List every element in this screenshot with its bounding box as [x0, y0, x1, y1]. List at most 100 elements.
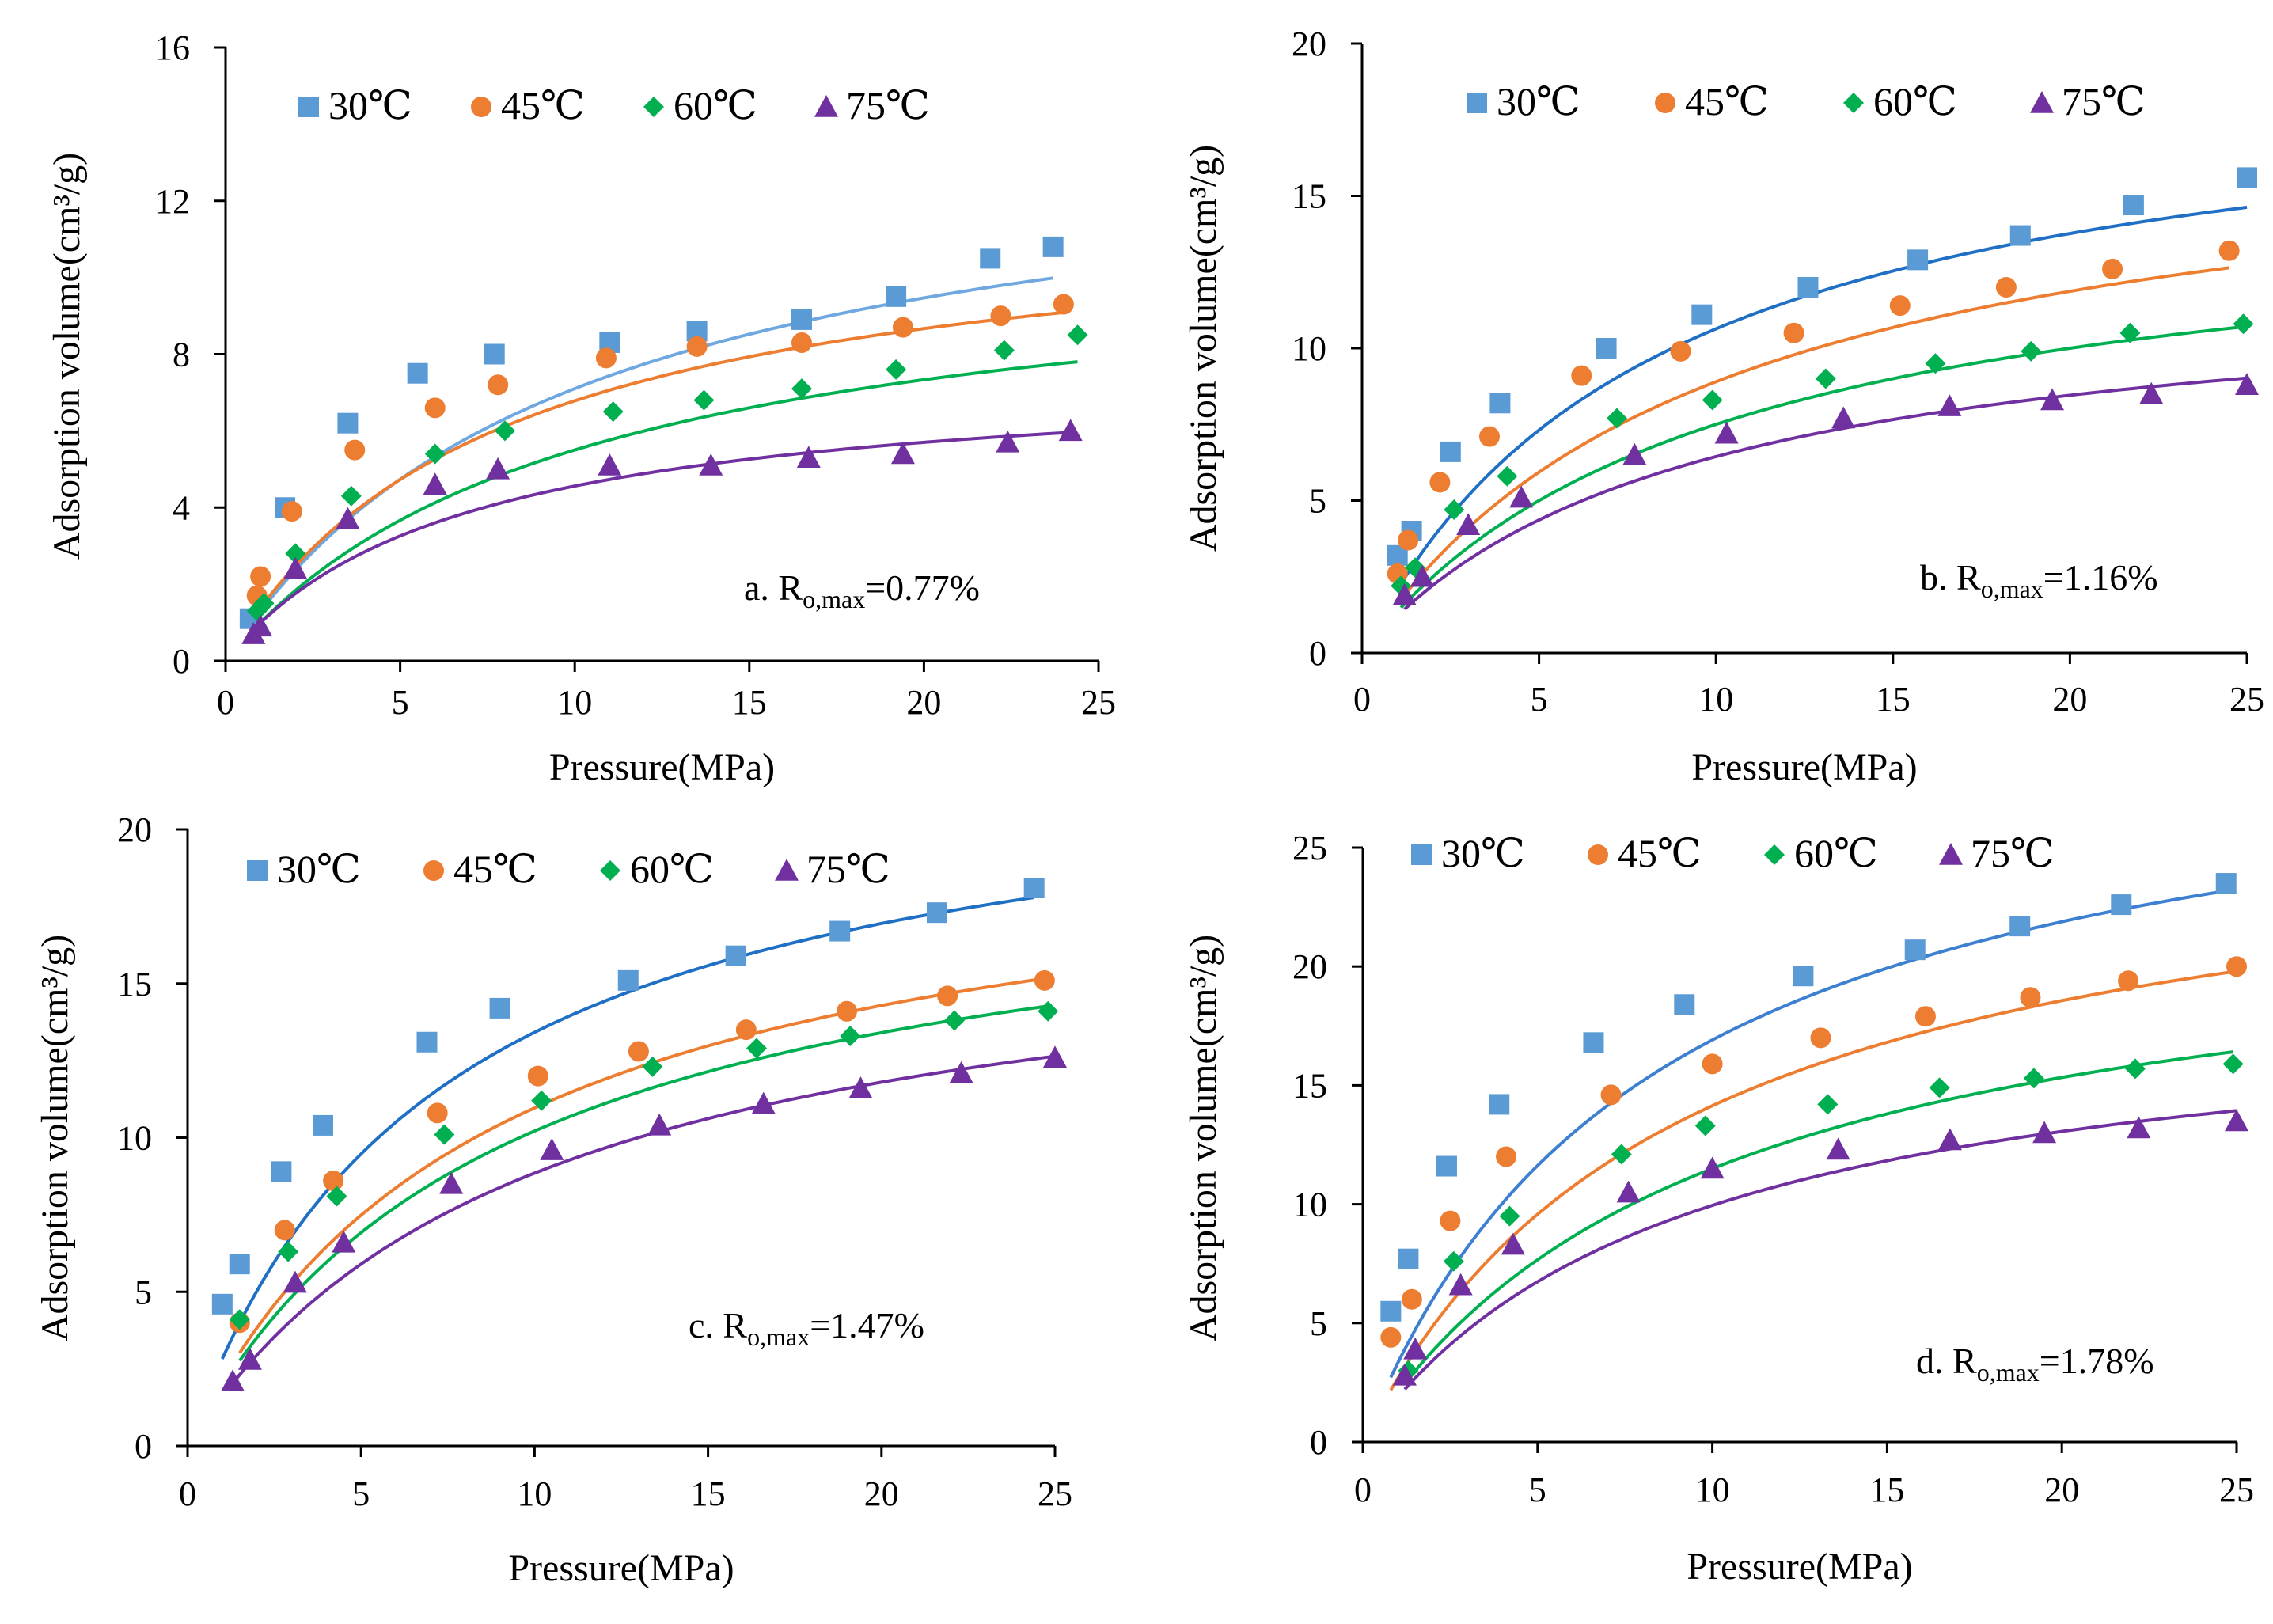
panel-annotation: c. Ro,max=1.47%: [689, 1305, 924, 1351]
y-tick-label: 16: [155, 28, 190, 67]
legend-label: 45℃: [1685, 79, 1769, 123]
x-tick-label: 0: [1354, 1470, 1372, 1509]
data-point: [840, 1025, 861, 1046]
data-point: [996, 430, 1020, 453]
data-point: [229, 1309, 250, 1330]
y-axis-title: Adsorption volume(cm³/g): [46, 153, 88, 560]
data-point: [1440, 441, 1461, 462]
x-tick-label: 25: [1038, 1474, 1072, 1513]
panel-annotation: b. Ro,max=1.16%: [1920, 557, 2158, 603]
data-point: [488, 374, 509, 396]
data-point: [1616, 1180, 1641, 1203]
data-point: [278, 1241, 299, 1262]
data-point: [1826, 1137, 1850, 1160]
data-point: [1444, 499, 1465, 521]
data-point: [1392, 1363, 1417, 1386]
fit-curve: [1399, 325, 2244, 609]
legend-label: 60℃: [1873, 79, 1957, 123]
data-point: [1702, 1053, 1723, 1075]
data-point: [1398, 529, 1419, 551]
y-axis-title: Adsorption volume(cm³/g): [1182, 935, 1224, 1341]
data-point: [1499, 1205, 1520, 1227]
data-point: [1583, 1032, 1604, 1053]
y-tick-label: 15: [1292, 177, 1326, 216]
fit-curve: [1396, 266, 2229, 605]
legend-label: 45℃: [453, 847, 537, 891]
data-point: [725, 945, 746, 966]
data-point: [892, 317, 913, 338]
data-point: [693, 389, 715, 411]
data-point: [1501, 1232, 1525, 1255]
data-point: [484, 343, 505, 365]
data-point: [1783, 322, 1804, 343]
x-tick-label: 0: [217, 683, 234, 722]
data-point: [2226, 956, 2247, 977]
data-point: [1702, 389, 1723, 411]
data-point: [848, 1076, 873, 1098]
data-point: [423, 472, 447, 495]
legend-label: 30℃: [277, 847, 361, 891]
legend-marker: [1411, 844, 1432, 865]
fit-curve: [256, 360, 1078, 628]
data-point: [1907, 249, 1929, 271]
y-tick-label: 8: [173, 336, 190, 374]
data-point: [1925, 353, 1946, 374]
data-point: [1815, 368, 1836, 389]
data-point: [2009, 916, 2031, 937]
data-point: [1937, 1128, 1962, 1151]
panel-annotation: d. Ro,max=1.78%: [1916, 1341, 2154, 1387]
fit-curve: [1389, 889, 2227, 1379]
legend-marker: [600, 860, 620, 881]
legend-label: 45℃: [501, 83, 585, 127]
data-point: [340, 485, 362, 507]
fit-curve: [1403, 1109, 2237, 1391]
data-point: [1043, 1045, 1067, 1068]
data-point: [211, 1293, 233, 1315]
data-point: [1691, 304, 1713, 325]
y-tick-label: 15: [1292, 1066, 1327, 1105]
data-point: [1831, 406, 1856, 429]
data-point: [283, 556, 308, 579]
data-point: [2233, 313, 2254, 335]
data-point: [1380, 1300, 1402, 1322]
y-tick-label: 10: [117, 1119, 152, 1158]
data-point: [1489, 1094, 1510, 1115]
data-point: [1817, 1094, 1839, 1115]
data-point: [1889, 295, 1911, 317]
data-point: [427, 1102, 448, 1124]
data-point: [1995, 277, 2017, 298]
data-point: [249, 614, 273, 637]
legend-label: 75℃: [806, 847, 890, 891]
legend-label: 75℃: [2062, 79, 2146, 123]
data-point: [791, 332, 812, 353]
data-point: [595, 347, 617, 369]
data-point: [1929, 1077, 1950, 1098]
x-axis-title: Pressure(MPa): [549, 746, 775, 788]
legend-marker: [1939, 843, 1963, 865]
x-tick-label: 10: [1698, 680, 1733, 719]
data-point: [791, 309, 812, 330]
data-point: [540, 1138, 564, 1160]
data-point: [337, 412, 359, 434]
x-tick-label: 5: [352, 1474, 370, 1513]
data-point: [489, 997, 510, 1019]
data-point: [1810, 1027, 1831, 1049]
data-point: [1053, 294, 1074, 315]
data-point: [1496, 1146, 1517, 1167]
data-point: [274, 1220, 295, 1241]
y-tick-label: 15: [117, 965, 152, 1004]
data-point: [1670, 340, 1691, 362]
legend-marker: [298, 97, 319, 117]
x-axis-title: Pressure(MPa): [1691, 746, 1917, 788]
fit-curve: [256, 310, 1064, 614]
data-point: [1797, 277, 1819, 298]
x-tick-label: 20: [2052, 680, 2087, 719]
data-point: [424, 443, 446, 465]
data-point: [1478, 426, 1500, 447]
x-tick-label: 20: [2044, 1470, 2079, 1509]
data-point: [285, 543, 306, 564]
x-axis-title: Pressure(MPa): [1687, 1546, 1912, 1588]
data-point: [1694, 1115, 1716, 1136]
data-point: [2222, 1053, 2244, 1075]
data-point: [434, 1124, 455, 1145]
